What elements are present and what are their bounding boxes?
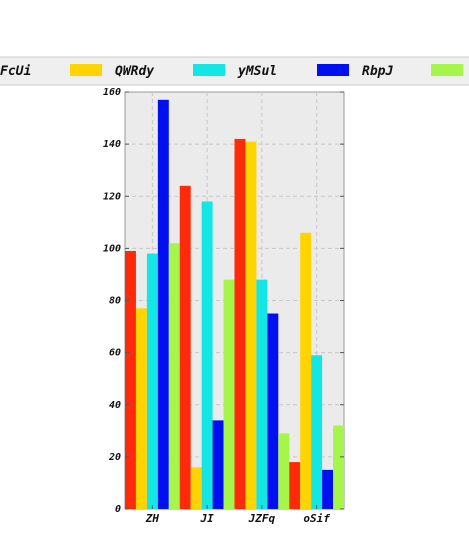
bar	[201, 201, 213, 509]
legend-label: yMSul	[237, 64, 277, 79]
bars	[125, 99, 344, 510]
y-tick-label: 100	[103, 243, 121, 254]
bar	[333, 425, 344, 509]
y-tick-label: 140	[103, 139, 121, 150]
bar	[300, 232, 312, 510]
bar	[146, 253, 158, 509]
y-tick-label: 40	[109, 400, 121, 411]
y-tick-label: 0	[115, 504, 121, 515]
bar	[179, 185, 191, 509]
legend-swatch	[70, 64, 102, 76]
x-tick-label: JZFq	[248, 512, 276, 525]
bar	[322, 469, 334, 509]
legend-label: FcUi	[0, 64, 31, 79]
bar	[212, 420, 224, 509]
bar	[125, 250, 136, 509]
y-tick-label: 120	[103, 191, 121, 202]
x-tick-label: oSif	[303, 512, 330, 525]
bar	[157, 99, 169, 509]
x-tick-label: JI	[200, 512, 215, 525]
y-axis: 0 20 40 60 80 100 120 140 160	[103, 87, 344, 515]
bar	[256, 279, 268, 509]
legend-label: QWRdy	[115, 64, 154, 79]
bar	[245, 141, 257, 510]
y-tick-label: 160	[103, 87, 121, 98]
y-tick-label: 20	[108, 452, 121, 463]
bar	[223, 279, 235, 509]
legend-swatch	[317, 64, 349, 76]
y-tick-label: 80	[109, 296, 121, 307]
legend-label: RbpJ	[362, 64, 393, 79]
x-tick-label: ZH	[145, 512, 160, 525]
bar	[234, 138, 246, 509]
x-axis: ZH JI JZFq oSif	[145, 505, 330, 525]
y-tick-label: 60	[109, 348, 121, 359]
bar	[168, 243, 180, 509]
legend-swatch	[193, 64, 225, 76]
legend-swatch	[431, 64, 463, 76]
bar	[190, 467, 202, 509]
bar	[311, 355, 323, 509]
bar	[289, 462, 301, 509]
bar	[267, 313, 279, 509]
bar	[278, 433, 290, 509]
bar	[135, 308, 147, 509]
legend: QWRdy yMSul RbpJ FcUi	[0, 64, 463, 79]
